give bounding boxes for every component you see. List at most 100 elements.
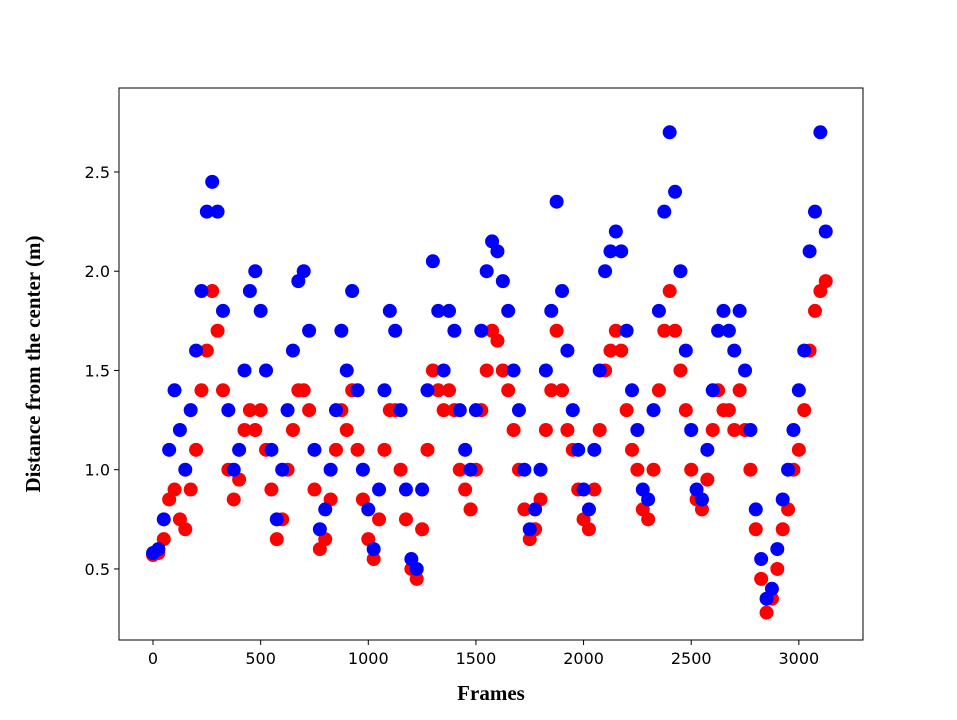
point [807,303,822,318]
point [420,383,435,398]
point [625,442,640,457]
point [748,502,763,517]
point [339,422,354,437]
point [651,383,666,398]
point [684,422,699,437]
point [479,363,494,378]
point [630,462,645,477]
point [253,403,268,418]
point [528,502,543,517]
point [501,303,516,318]
point [517,462,532,477]
point [167,383,182,398]
point [587,442,602,457]
x-tick-label: 1000 [348,649,389,668]
point [178,522,193,537]
point [269,512,284,527]
point [802,244,817,259]
point [280,403,295,418]
point [495,363,510,378]
point [302,403,317,418]
point [183,482,198,497]
point [700,472,715,487]
point [215,303,230,318]
point [775,522,790,537]
point [307,442,322,457]
point [474,323,489,338]
point [630,422,645,437]
point [167,482,182,497]
point [549,323,564,338]
point [646,462,661,477]
point [366,542,381,557]
point [253,303,268,318]
point [393,462,408,477]
point [668,184,683,199]
point [506,422,521,437]
point [495,274,510,289]
point [452,403,467,418]
point [442,383,457,398]
point [436,363,451,378]
y-tick-label: 2.0 [85,262,110,281]
point [221,403,236,418]
point [151,542,166,557]
point [458,442,473,457]
point [506,363,521,378]
point [592,363,607,378]
y-tick-label: 0.5 [85,560,110,579]
point [625,383,640,398]
x-tick-label: 0 [148,649,158,668]
point [178,462,193,477]
point [538,363,553,378]
point [748,522,763,537]
point [205,284,220,299]
point [608,323,623,338]
point [684,462,699,477]
point [560,343,575,358]
point [614,244,629,259]
point [329,442,343,457]
point [447,323,462,338]
point [673,264,688,279]
point [517,502,532,517]
point [732,303,747,318]
point [791,383,806,398]
point [754,552,769,567]
point [711,323,726,338]
point [732,383,747,398]
point [646,403,661,418]
point [285,422,300,437]
point [372,512,387,527]
x-tick-label: 2500 [671,649,712,668]
point [619,323,634,338]
point [490,333,505,348]
point [398,512,413,527]
point [334,323,349,338]
point [189,343,204,358]
point [350,442,365,457]
point [226,462,241,477]
point [738,363,753,378]
point [350,383,365,398]
point [759,605,774,620]
point [544,303,559,318]
point [603,343,618,358]
point [431,303,446,318]
point [716,303,731,318]
point [668,323,683,338]
point [797,403,812,418]
point [189,442,204,457]
point [555,383,570,398]
point [156,512,171,527]
point [754,571,769,586]
point [775,492,790,507]
point [501,383,516,398]
point [463,502,478,517]
point [425,363,440,378]
point [361,502,376,517]
plot-frame [118,87,864,641]
point [662,284,677,299]
x-tick-label: 2000 [563,649,604,668]
